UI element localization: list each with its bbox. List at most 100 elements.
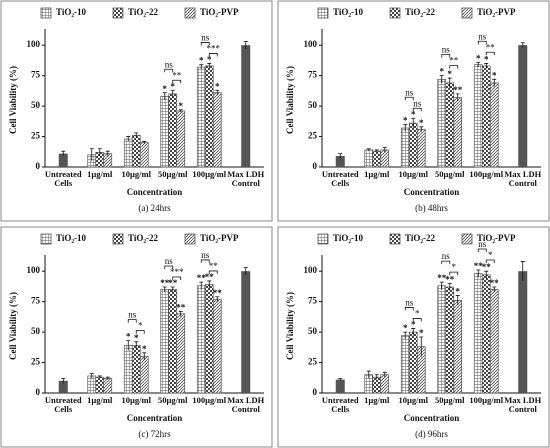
error-bar (215, 89, 220, 96)
x-tick-label: 10µg/ml (121, 395, 151, 405)
x-tick-label: 50µg/ml (158, 395, 188, 405)
significance-label: ns (201, 33, 210, 43)
x-tick-label: 100µg/ml (469, 395, 504, 405)
bar (481, 65, 491, 168)
significance-label: ns (442, 251, 451, 261)
significance-star: * (207, 55, 212, 65)
x-tick-label: 10µg/ml (398, 395, 428, 405)
x-tick-label: Max LDH Control (504, 169, 542, 188)
error-bar (134, 341, 139, 350)
significance-bracket (412, 318, 422, 322)
significance-star: * (419, 118, 424, 128)
bar (445, 82, 455, 168)
error-bar (366, 148, 371, 152)
error-bar (89, 148, 94, 161)
significance-bracket (127, 319, 137, 323)
bar (518, 45, 528, 167)
error-bar (403, 331, 408, 340)
x-axis-label: Concentration (127, 187, 183, 197)
error-bar (520, 42, 525, 48)
significance-star: ** (168, 278, 178, 288)
y-tick-label: 100 (304, 39, 318, 49)
error-bar (243, 267, 248, 275)
significance-star: * (171, 81, 176, 91)
significance-label: * (415, 308, 420, 318)
significance-label: * (138, 321, 143, 331)
legend-swatch (461, 233, 473, 245)
error-bar (126, 340, 131, 351)
significance-bracket (208, 53, 218, 57)
significance-label: ns (478, 31, 487, 41)
significance-star: * (419, 328, 424, 338)
error-bar (476, 61, 481, 68)
significance-label: ns (405, 297, 414, 307)
significance-star: * (411, 109, 416, 119)
significance-star: * (411, 319, 416, 329)
bar (335, 156, 345, 167)
bar (139, 142, 149, 168)
significance-star: ** (482, 262, 492, 272)
error-bar (178, 310, 183, 317)
significance-star: * (440, 67, 445, 77)
legend-swatch (184, 7, 196, 19)
significance-bracket (404, 96, 414, 101)
error-bar (215, 296, 220, 302)
bar (204, 65, 214, 168)
bar (160, 95, 170, 168)
significance-star: ** (490, 278, 500, 288)
legend-label: TiO₂-PVP (200, 233, 239, 243)
bar (445, 286, 455, 394)
bar (204, 284, 214, 394)
significance-star: ** (445, 274, 455, 284)
error-bar (374, 374, 379, 380)
legend-swatch (112, 7, 124, 19)
bar (400, 127, 410, 168)
bar (160, 289, 170, 394)
bar (380, 374, 390, 394)
y-tick-label: 25 (31, 357, 41, 367)
y-axis-label: Cell Viability (%) (8, 66, 18, 134)
bar (196, 66, 206, 168)
y-tick-label: 0 (36, 387, 41, 397)
error-bar (411, 117, 416, 129)
bar (518, 271, 528, 393)
error-bar (105, 376, 110, 380)
error-bar (419, 336, 424, 357)
error-bar (492, 286, 497, 292)
legend-swatch (461, 7, 473, 19)
error-bar (338, 377, 343, 381)
x-tick-label: Untreated Cells (44, 169, 82, 188)
y-tick-label: 75 (308, 296, 318, 306)
significance-label: *** (207, 44, 221, 54)
significance-star: ** (176, 302, 186, 312)
bar (335, 379, 345, 393)
x-tick-label: Max LDH Control (504, 395, 542, 414)
significance-label: ns (165, 59, 174, 69)
error-bar (89, 373, 94, 379)
x-tick-label: Untreated Cells (321, 169, 359, 188)
bar (400, 335, 410, 394)
legend-label: TiO₂-22 (128, 233, 159, 243)
bar (437, 285, 447, 394)
error-bar (520, 261, 525, 281)
bar (176, 110, 186, 168)
y-tick-label: 100 (27, 265, 41, 275)
significance-star: * (448, 69, 453, 79)
y-tick-label: 50 (308, 100, 318, 110)
significance-label: ns (478, 239, 487, 249)
bar (131, 134, 141, 168)
x-tick-label: 50µg/ml (158, 169, 188, 179)
legend-label: TiO₂-10 (56, 7, 87, 17)
error-bar (162, 286, 167, 292)
error-bar (142, 352, 147, 361)
bar (437, 78, 447, 168)
caption: (c) 72hrs (138, 429, 171, 439)
significance-label: ** (172, 70, 182, 80)
significance-label: ** (209, 261, 219, 271)
significance-star: * (403, 115, 408, 125)
error-bar (439, 281, 444, 290)
significance-label: ns (405, 87, 414, 97)
y-axis-label: Cell Viability (%) (8, 292, 18, 360)
legend-label: TiO₂-10 (333, 233, 364, 243)
error-bar (476, 269, 481, 278)
